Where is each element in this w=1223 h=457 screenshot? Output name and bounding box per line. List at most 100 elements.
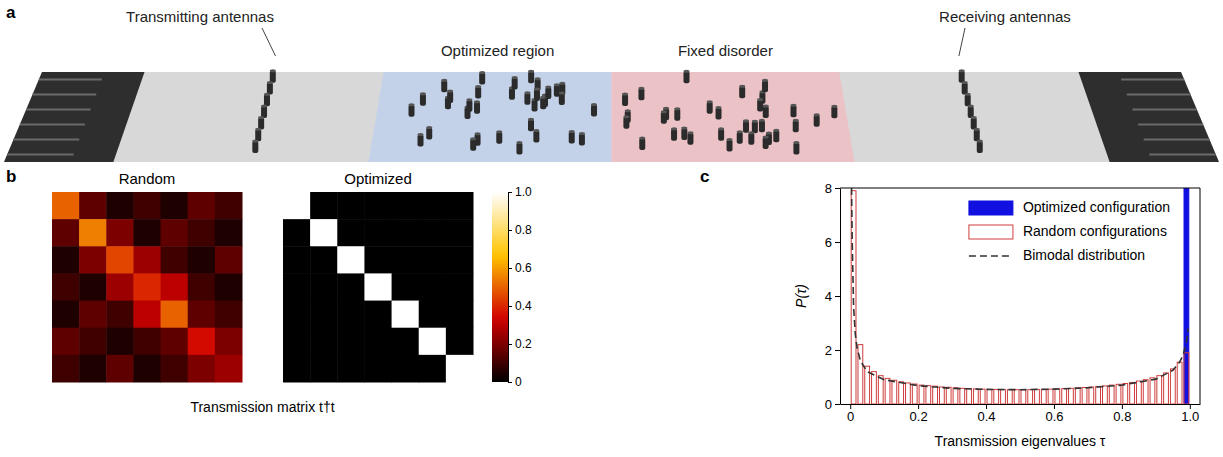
cell: [283, 328, 311, 356]
scatterer: [447, 91, 453, 103]
bar: [926, 386, 931, 404]
scatterer-top: [426, 126, 432, 129]
cell: [310, 246, 338, 274]
scatterer-top: [763, 135, 769, 138]
cell: [215, 219, 243, 247]
scatterer: [639, 138, 645, 150]
scatterer-top: [766, 131, 772, 134]
scatterer: [793, 120, 799, 132]
antenna: [968, 106, 974, 118]
tick-label: 0.8: [1113, 409, 1131, 424]
tick-label: 0.6: [515, 261, 532, 275]
scatterer-top: [534, 88, 540, 91]
scatterer: [516, 143, 522, 155]
tick: 4: [825, 289, 840, 304]
cell: [215, 301, 243, 329]
diagram-label: Fixed disorder: [678, 42, 773, 59]
bar: [1062, 389, 1067, 404]
cell: [419, 328, 447, 356]
cell: [310, 273, 338, 301]
antenna-top: [261, 104, 267, 107]
bar: [906, 383, 911, 404]
cell: [337, 246, 365, 274]
scatterer: [763, 137, 769, 149]
tick: 1.0: [1181, 404, 1199, 424]
scatterer-top: [707, 100, 713, 103]
tick: 0: [508, 375, 522, 389]
scatterer: [622, 94, 628, 106]
legend-item: Bimodal distribution: [969, 247, 1145, 263]
cell: [52, 246, 80, 274]
cell: [337, 355, 365, 383]
cell: [392, 273, 420, 301]
tick: 0.6: [508, 261, 532, 275]
cell: [79, 301, 107, 329]
scatterer-top: [748, 131, 754, 134]
port-tooth: [1144, 139, 1210, 141]
bar: [939, 387, 944, 404]
scatterer-top: [763, 104, 769, 107]
cell: [133, 219, 161, 247]
scatterer-top: [420, 92, 426, 95]
scatterer-top: [418, 133, 424, 136]
port-tooth: [26, 109, 90, 111]
scatterer-top: [512, 76, 518, 79]
tick-label: 0.4: [515, 299, 532, 313]
frame: [840, 188, 1200, 404]
antenna: [267, 83, 273, 95]
bar: [1069, 388, 1074, 404]
antenna: [252, 141, 258, 153]
axis-line: [841, 404, 1201, 405]
cell: [188, 273, 216, 301]
scatterer: [545, 87, 551, 99]
scatterer: [762, 80, 768, 92]
antenna-top: [255, 128, 261, 131]
scatterer: [737, 132, 743, 144]
scatterer-top: [554, 83, 560, 86]
scatterer-top: [773, 129, 779, 132]
scatterer: [466, 100, 472, 112]
bar: [1007, 390, 1012, 404]
cell: [106, 246, 134, 274]
tick: 2: [825, 343, 840, 358]
scatterer-top: [475, 85, 481, 88]
cell: [52, 192, 80, 220]
tick-mark: [835, 242, 840, 243]
legend-swatch: [969, 225, 1013, 239]
scatterer: [763, 106, 769, 118]
scatterer: [475, 86, 481, 98]
cell: [310, 355, 338, 383]
bar: [872, 372, 877, 404]
tick-label: 2: [825, 343, 832, 358]
cell: [133, 192, 161, 220]
figure: abcTransmitting antennasOptimized region…: [0, 0, 1223, 457]
cell: [79, 219, 107, 247]
tick-label: 0: [515, 375, 522, 389]
cell: [446, 273, 474, 301]
cell: [188, 328, 216, 356]
scatterer: [420, 94, 426, 106]
scatterer-top: [591, 103, 597, 106]
bar: [1164, 373, 1169, 404]
cell: [419, 246, 447, 274]
scatterer: [716, 108, 722, 120]
chart-title: Random: [119, 170, 176, 187]
tick-mark: [835, 350, 840, 351]
antenna: [965, 94, 971, 106]
cell: [337, 301, 365, 329]
port-tooth: [1132, 109, 1196, 111]
bar: [967, 389, 972, 404]
cell: [161, 246, 189, 274]
waveguide: [4, 72, 1219, 162]
antenna-top: [258, 116, 264, 119]
antenna-top: [270, 69, 276, 72]
scatterer-top: [528, 118, 534, 121]
scatterer-top: [661, 110, 667, 113]
port: [4, 72, 145, 162]
bar: [912, 384, 917, 404]
scatterer: [474, 102, 480, 114]
scatterer-top: [475, 132, 481, 135]
cell: [446, 219, 474, 247]
tick-label: 6: [825, 235, 832, 250]
bar: [885, 378, 890, 404]
